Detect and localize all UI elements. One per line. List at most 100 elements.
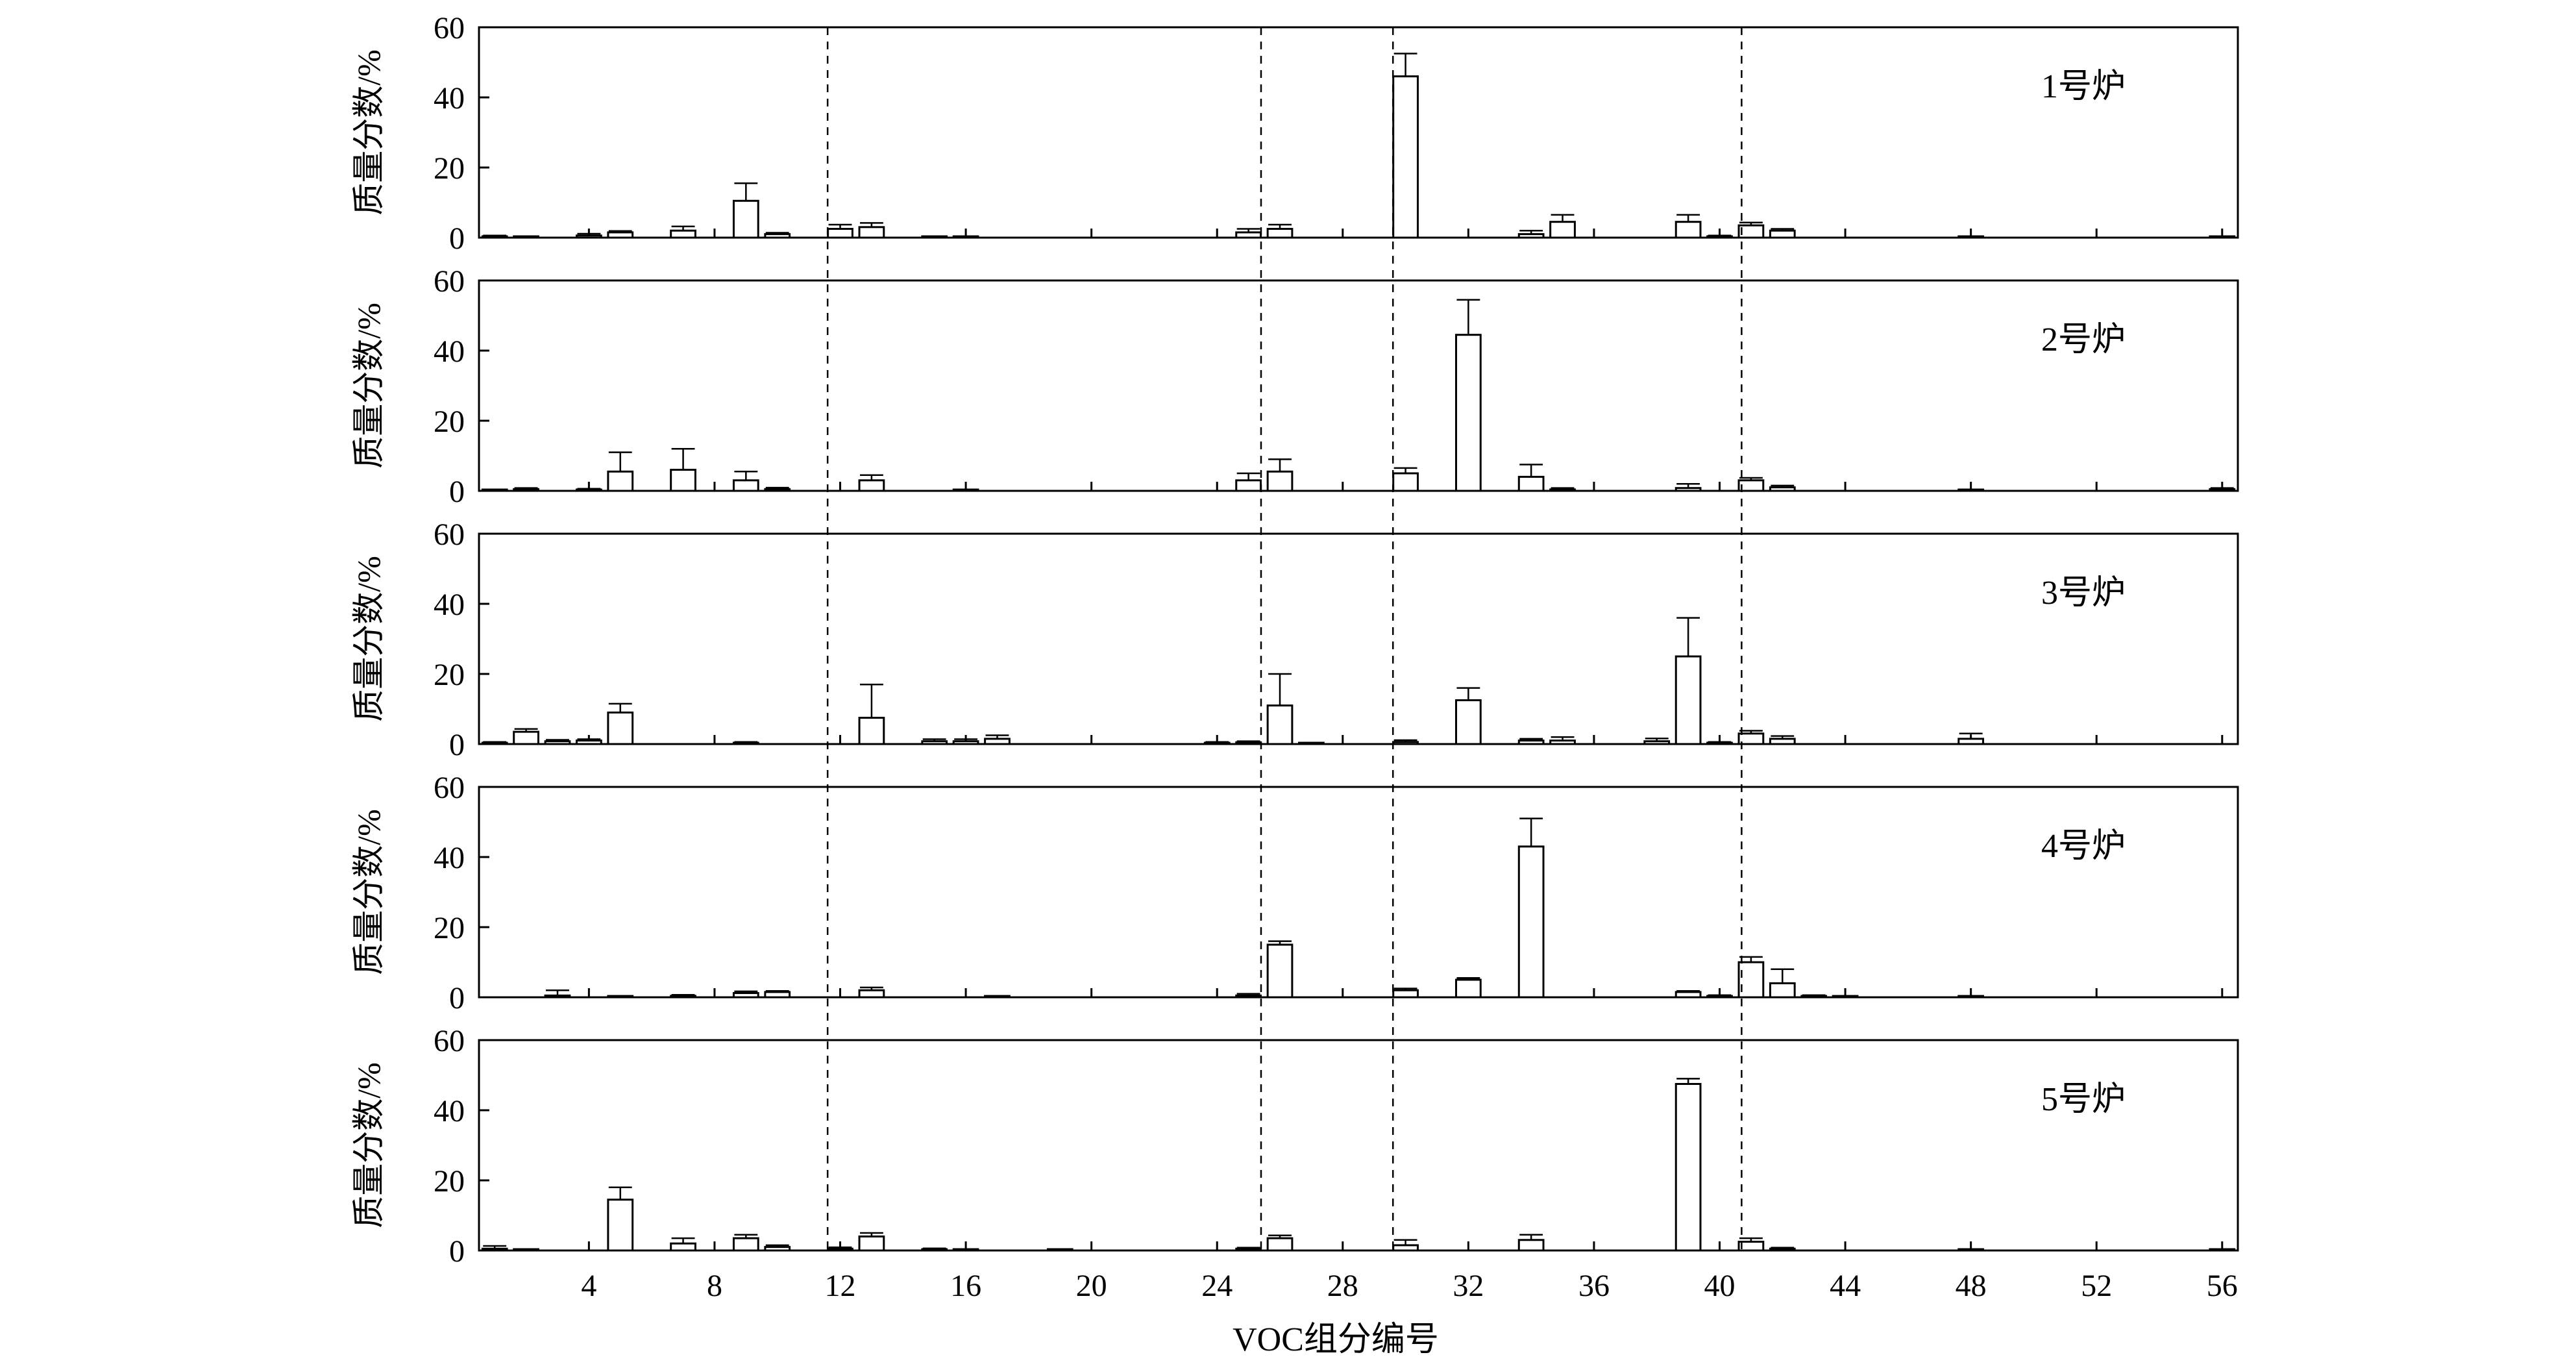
bar bbox=[1737, 479, 1765, 492]
bar bbox=[1235, 231, 1262, 239]
bar bbox=[1455, 699, 1482, 745]
x-axis: 4 8 12 16 20 24 28 32 36 40 44 48 52 56 bbox=[581, 1269, 2237, 1303]
x-tick-label: 52 bbox=[2081, 1269, 2112, 1303]
bar bbox=[670, 229, 696, 239]
bar bbox=[1517, 475, 1545, 492]
bar bbox=[1266, 1237, 1294, 1252]
y-tick-label: 0 bbox=[449, 981, 465, 1015]
bar bbox=[544, 994, 571, 999]
bar bbox=[1957, 738, 1985, 745]
bar bbox=[921, 740, 948, 745]
bar bbox=[827, 228, 853, 239]
bar bbox=[732, 992, 759, 999]
bar bbox=[576, 488, 602, 492]
bar bbox=[1674, 487, 1702, 492]
bar bbox=[576, 234, 602, 239]
bar bbox=[858, 1235, 885, 1252]
y-tick-label: 60 bbox=[434, 517, 465, 552]
bar bbox=[1203, 741, 1231, 745]
bar bbox=[1392, 1244, 1419, 1252]
x-tick-label: 48 bbox=[1956, 1269, 1987, 1303]
bar bbox=[2209, 488, 2236, 492]
y-tick-label: 60 bbox=[434, 11, 465, 45]
bar bbox=[1235, 741, 1262, 745]
x-tick-label: 12 bbox=[825, 1269, 856, 1303]
bar bbox=[481, 741, 508, 745]
panel-3: 0 20 40 60 质量分数/% 3号炉 bbox=[350, 517, 2239, 762]
bar bbox=[1800, 995, 1828, 999]
x-tick-label: 8 bbox=[707, 1269, 722, 1303]
bar bbox=[1737, 224, 1765, 239]
x-tick-label: 40 bbox=[1704, 1269, 1736, 1303]
panel-1: 0 20 40 60 质量分数/% 1号炉 bbox=[350, 11, 2239, 256]
bar bbox=[1517, 233, 1545, 239]
panel-frame bbox=[478, 1039, 2239, 1252]
y-tick-label: 0 bbox=[449, 728, 465, 762]
bar bbox=[1769, 738, 1796, 745]
bar bbox=[858, 717, 885, 745]
panel-label: 5号炉 bbox=[2041, 1081, 2126, 1118]
x-tick-label: 32 bbox=[1453, 1269, 1484, 1303]
bar bbox=[764, 233, 791, 239]
bar bbox=[921, 1248, 948, 1252]
bar bbox=[670, 469, 696, 492]
bar bbox=[764, 488, 791, 492]
x-tick-label: 24 bbox=[1201, 1269, 1233, 1303]
bar bbox=[1235, 479, 1262, 492]
x-tick-label: 28 bbox=[1327, 1269, 1358, 1303]
bar bbox=[1392, 989, 1419, 999]
bar bbox=[1392, 741, 1419, 745]
panel-label: 1号炉 bbox=[2041, 68, 2126, 105]
panel-frame bbox=[478, 26, 2239, 239]
bar bbox=[1235, 994, 1262, 999]
bar bbox=[1737, 1241, 1765, 1252]
panel-label: 3号炉 bbox=[2041, 575, 2126, 612]
bar bbox=[1769, 486, 1796, 492]
y-axis-title: 质量分数/% bbox=[350, 809, 387, 975]
x-axis-title: VOC组分编号 bbox=[1233, 1321, 1439, 1358]
bar bbox=[513, 730, 539, 745]
bar bbox=[1455, 334, 1482, 492]
bar bbox=[984, 738, 1011, 745]
bar bbox=[1674, 1083, 1702, 1252]
panel-label: 2号炉 bbox=[2041, 321, 2126, 358]
y-tick-label: 20 bbox=[434, 911, 465, 945]
y-tick-label: 0 bbox=[449, 475, 465, 509]
bar bbox=[1674, 221, 1702, 239]
separators-layer bbox=[826, 27, 1743, 1250]
bar bbox=[827, 1247, 853, 1252]
x-tick-label: 36 bbox=[1578, 1269, 1610, 1303]
bar bbox=[481, 1247, 508, 1252]
y-tick-label: 40 bbox=[434, 1094, 465, 1128]
bar bbox=[858, 989, 885, 999]
y-tick-label: 60 bbox=[434, 1024, 465, 1058]
bar bbox=[764, 1246, 791, 1252]
bar bbox=[952, 740, 979, 745]
bar bbox=[1517, 1239, 1545, 1252]
bar bbox=[764, 991, 791, 999]
bar bbox=[1517, 845, 1545, 999]
panel-frame bbox=[478, 279, 2239, 492]
bar bbox=[1737, 732, 1765, 745]
bar bbox=[732, 1237, 759, 1252]
bar bbox=[858, 226, 885, 239]
y-tick-label: 60 bbox=[434, 264, 465, 299]
y-tick-label: 20 bbox=[434, 658, 465, 692]
bar bbox=[1706, 741, 1733, 745]
x-tick-label: 4 bbox=[581, 1269, 596, 1303]
bar bbox=[1266, 470, 1294, 492]
panel-label: 4号炉 bbox=[2041, 828, 2126, 865]
bar bbox=[670, 995, 696, 999]
y-tick-label: 40 bbox=[434, 334, 465, 369]
panel-5: 0 20 40 60 质量分数/% 5号炉 bbox=[350, 1024, 2239, 1269]
bar bbox=[1549, 221, 1576, 239]
panel-frame bbox=[478, 786, 2239, 999]
y-tick-label: 20 bbox=[434, 151, 465, 186]
bar bbox=[732, 199, 759, 239]
y-tick-label: 20 bbox=[434, 1164, 465, 1199]
bar bbox=[1517, 740, 1545, 745]
bar bbox=[1643, 740, 1671, 745]
bar bbox=[670, 1242, 696, 1252]
